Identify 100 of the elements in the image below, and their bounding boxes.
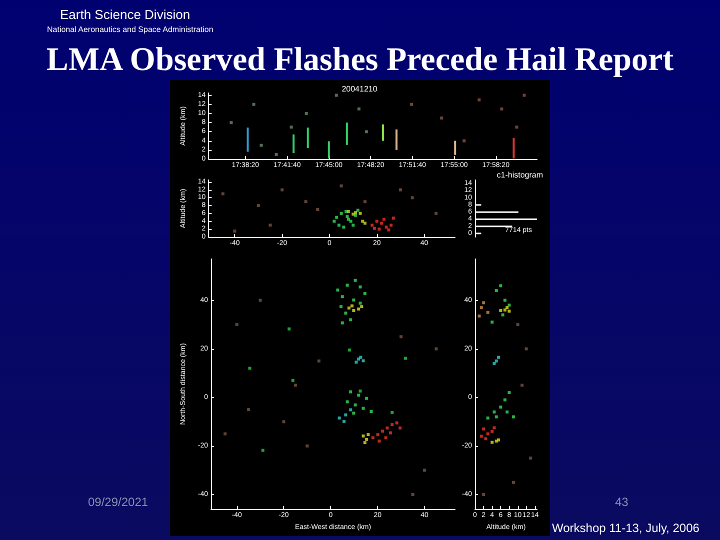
point bbox=[340, 184, 343, 188]
point bbox=[482, 493, 486, 496]
point bbox=[492, 426, 496, 430]
point bbox=[387, 228, 390, 232]
point bbox=[354, 403, 357, 406]
bar bbox=[454, 140, 456, 155]
point bbox=[499, 308, 502, 312]
point bbox=[363, 441, 366, 444]
point bbox=[338, 416, 341, 420]
point bbox=[400, 335, 403, 338]
point bbox=[349, 318, 352, 322]
bar bbox=[512, 138, 515, 159]
point bbox=[480, 434, 483, 438]
point bbox=[304, 200, 308, 204]
point bbox=[503, 308, 506, 312]
point bbox=[384, 226, 388, 229]
point bbox=[365, 438, 368, 441]
point bbox=[508, 391, 511, 394]
point bbox=[478, 314, 481, 318]
point bbox=[356, 208, 360, 212]
bar bbox=[382, 124, 384, 141]
bar bbox=[306, 128, 309, 148]
bar bbox=[246, 128, 249, 152]
point bbox=[370, 224, 374, 227]
point bbox=[344, 413, 348, 416]
point bbox=[395, 421, 398, 424]
point bbox=[332, 220, 336, 223]
point bbox=[516, 323, 520, 326]
point bbox=[346, 284, 349, 287]
point bbox=[390, 423, 394, 426]
point bbox=[492, 410, 496, 414]
point bbox=[340, 321, 344, 324]
point bbox=[494, 289, 498, 292]
point bbox=[506, 306, 509, 310]
point bbox=[390, 224, 393, 227]
point bbox=[352, 298, 356, 302]
point bbox=[357, 107, 360, 110]
point bbox=[316, 208, 320, 211]
point bbox=[340, 295, 344, 298]
point bbox=[294, 384, 297, 387]
point bbox=[497, 438, 500, 442]
point bbox=[372, 226, 376, 230]
point bbox=[524, 347, 528, 350]
point bbox=[344, 312, 348, 315]
point bbox=[221, 192, 224, 196]
point bbox=[484, 437, 488, 440]
point bbox=[342, 420, 346, 423]
point bbox=[346, 215, 349, 218]
point bbox=[482, 427, 486, 430]
point bbox=[349, 408, 352, 412]
text: Workshop 11-13, July, 2006 bbox=[552, 521, 700, 535]
point bbox=[352, 308, 356, 312]
text: c1-histogram bbox=[496, 170, 544, 180]
point bbox=[280, 188, 284, 192]
point bbox=[349, 220, 352, 223]
point bbox=[352, 212, 355, 216]
point bbox=[288, 327, 291, 330]
point bbox=[404, 356, 407, 360]
point bbox=[352, 412, 356, 415]
point bbox=[358, 302, 362, 305]
point bbox=[492, 362, 496, 365]
point bbox=[352, 224, 355, 227]
point bbox=[520, 384, 524, 387]
point bbox=[282, 420, 286, 424]
point bbox=[354, 360, 358, 364]
point bbox=[384, 436, 388, 440]
point bbox=[515, 126, 518, 129]
point bbox=[410, 102, 414, 106]
point bbox=[346, 400, 349, 404]
point bbox=[506, 410, 509, 414]
point bbox=[380, 222, 384, 225]
text: 09/29/2021 bbox=[88, 495, 148, 509]
point bbox=[256, 204, 260, 208]
point bbox=[512, 480, 515, 484]
point bbox=[364, 200, 366, 204]
point bbox=[529, 456, 532, 460]
point bbox=[336, 288, 340, 292]
point bbox=[358, 390, 362, 393]
point bbox=[365, 396, 368, 400]
point bbox=[499, 284, 502, 288]
point bbox=[290, 126, 293, 129]
point bbox=[347, 306, 350, 310]
text: National Aeronautics and Space Administration bbox=[47, 25, 214, 34]
point bbox=[258, 298, 262, 302]
point bbox=[482, 301, 486, 304]
point bbox=[398, 426, 402, 430]
point bbox=[490, 320, 494, 324]
point bbox=[252, 102, 256, 106]
point bbox=[362, 406, 365, 410]
bar bbox=[396, 129, 398, 150]
point bbox=[375, 220, 378, 223]
point bbox=[486, 416, 490, 420]
bar bbox=[328, 141, 330, 159]
text: Earth Science Division bbox=[60, 7, 190, 22]
bar bbox=[292, 134, 295, 154]
point bbox=[235, 323, 238, 326]
point bbox=[340, 212, 343, 215]
point bbox=[381, 430, 384, 433]
point bbox=[378, 440, 381, 443]
point bbox=[388, 431, 392, 434]
